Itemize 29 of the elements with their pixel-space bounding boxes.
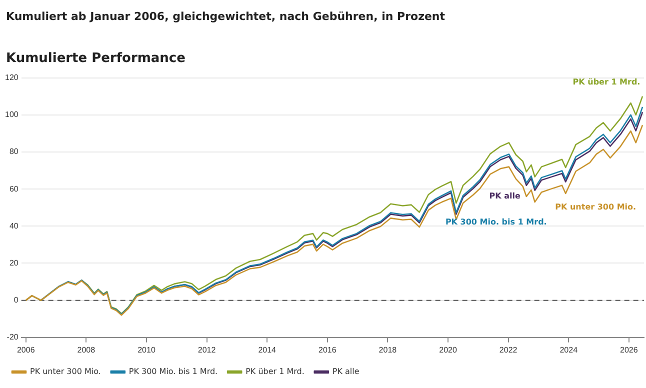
y-tick-label: 80 — [9, 147, 19, 156]
x-tick-label: 2006 — [16, 345, 36, 354]
x-tick-label: 2016 — [318, 345, 337, 354]
text: PK alle — [489, 191, 520, 200]
y-tick-label: 120 — [4, 73, 19, 82]
y-tick-label: 40 — [9, 221, 19, 230]
text: PK 300 Mio. bis 1 Mrd. — [445, 218, 547, 227]
x-tick-label: 2014 — [258, 345, 277, 354]
x-tick-label: 2008 — [77, 345, 96, 354]
chart-title: Kumulierte Performance — [6, 51, 186, 66]
text: PK unter 300 Mio. — [555, 202, 636, 212]
y-tick-label: -20 — [6, 332, 19, 342]
x-tick-label: 2022 — [499, 345, 518, 354]
x-tick-label: 2020 — [439, 345, 458, 354]
x-tick-label: 2012 — [198, 345, 216, 354]
legend-label: PK 300 Mio. bis 1 Mrd. — [128, 367, 218, 376]
legend-label: PK alle — [332, 367, 360, 376]
y-tick-label: 0 — [14, 296, 19, 305]
x-tick-label: 2024 — [560, 345, 578, 354]
x-tick-label: 2018 — [378, 345, 398, 354]
y-tick-label: 20 — [9, 258, 19, 268]
legend-label: PK über 1 Mrd. — [246, 367, 304, 376]
x-tick-label: 2026 — [620, 345, 638, 354]
y-tick-label: 60 — [9, 184, 19, 194]
y-tick-label: 100 — [4, 110, 19, 120]
chart-subtitle: Kumuliert ab Januar 2006, gleichgewichtet, nach Gebühren, in Prozent — [6, 10, 446, 23]
text: PK über 1 Mrd. — [572, 77, 640, 86]
x-tick-label: 2010 — [138, 345, 156, 354]
legend-label: PK unter 300 Mio. — [30, 367, 101, 376]
